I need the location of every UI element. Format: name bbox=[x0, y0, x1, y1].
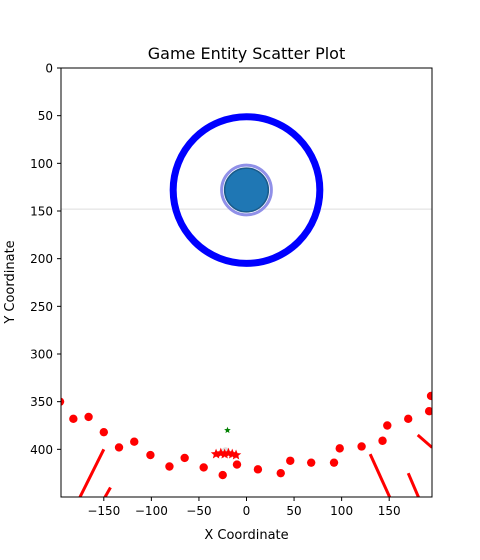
red-dot-7 bbox=[165, 462, 174, 471]
y-tick-label-2: 100 bbox=[30, 157, 53, 171]
x-tick-label-4: 50 bbox=[286, 504, 301, 518]
player-halo bbox=[220, 163, 273, 217]
red-line-4 bbox=[416, 433, 432, 449]
red-dot-10 bbox=[218, 470, 227, 480]
red-line-1 bbox=[103, 486, 112, 497]
x-tick-label-1: −100 bbox=[135, 504, 168, 518]
red-dot-8 bbox=[180, 453, 189, 463]
data-layer bbox=[61, 113, 432, 497]
red-dot-17 bbox=[335, 444, 344, 453]
range-ring bbox=[169, 113, 324, 267]
x-tick-label-0: −150 bbox=[87, 504, 120, 518]
red-dot-11 bbox=[232, 460, 242, 469]
red-dot-22 bbox=[424, 407, 432, 416]
red-dot-6 bbox=[146, 450, 155, 460]
red-dot-14 bbox=[286, 456, 295, 465]
red-dot-5 bbox=[130, 437, 139, 446]
red-dot-15 bbox=[306, 458, 316, 467]
red-dot-16 bbox=[329, 458, 339, 467]
x-tick-label-3: 0 bbox=[243, 504, 251, 518]
y-tick-label-3: 150 bbox=[30, 205, 53, 219]
plot-area bbox=[61, 68, 432, 497]
x-tick-label-5: 100 bbox=[330, 504, 353, 518]
y-tick-label-6: 300 bbox=[30, 348, 53, 362]
x-axis-label: X Coordinate bbox=[204, 528, 288, 543]
y-tick-label-7: 350 bbox=[30, 395, 53, 409]
chart-title: Game Entity Scatter Plot bbox=[148, 44, 345, 63]
red-dot-1 bbox=[69, 414, 78, 424]
star-point-2 bbox=[219, 448, 230, 459]
red-line-2 bbox=[368, 453, 392, 497]
red-dot-20 bbox=[383, 421, 392, 430]
x-tick-label-2: −50 bbox=[186, 504, 211, 518]
y-tick-label-8: 400 bbox=[30, 443, 53, 457]
red-dot-19 bbox=[378, 436, 387, 445]
red-dot-12 bbox=[253, 465, 263, 474]
red-dot-23 bbox=[426, 391, 432, 401]
y-tick-label-4: 200 bbox=[30, 252, 53, 266]
red-dot-13 bbox=[276, 468, 285, 478]
y-tick-label-1: 50 bbox=[38, 109, 53, 123]
y-tick-label-5: 250 bbox=[30, 300, 53, 314]
y-axis-label: Y Coordinate bbox=[3, 240, 18, 324]
y-tick-label-0: 0 bbox=[45, 62, 53, 76]
axis-layer: −150 −100 −50 0 50 100 150 0 50 100 150 200 250 300 35… bbox=[30, 62, 401, 519]
red-dot-0 bbox=[61, 397, 65, 406]
red-line-0 bbox=[78, 448, 106, 497]
red-line-3 bbox=[406, 472, 421, 497]
player-marker bbox=[223, 167, 270, 213]
small-star-marker-0 bbox=[224, 426, 231, 434]
red-dot-2 bbox=[84, 412, 93, 422]
x-tick-label-6: 150 bbox=[378, 504, 401, 518]
red-dot-21 bbox=[404, 414, 413, 424]
star-point-0 bbox=[210, 448, 222, 459]
red-dot-4 bbox=[114, 443, 124, 452]
star-point-5 bbox=[230, 449, 242, 460]
red-dot-9 bbox=[199, 463, 208, 472]
red-dot-18 bbox=[357, 442, 366, 451]
red-dot-3 bbox=[99, 427, 109, 437]
